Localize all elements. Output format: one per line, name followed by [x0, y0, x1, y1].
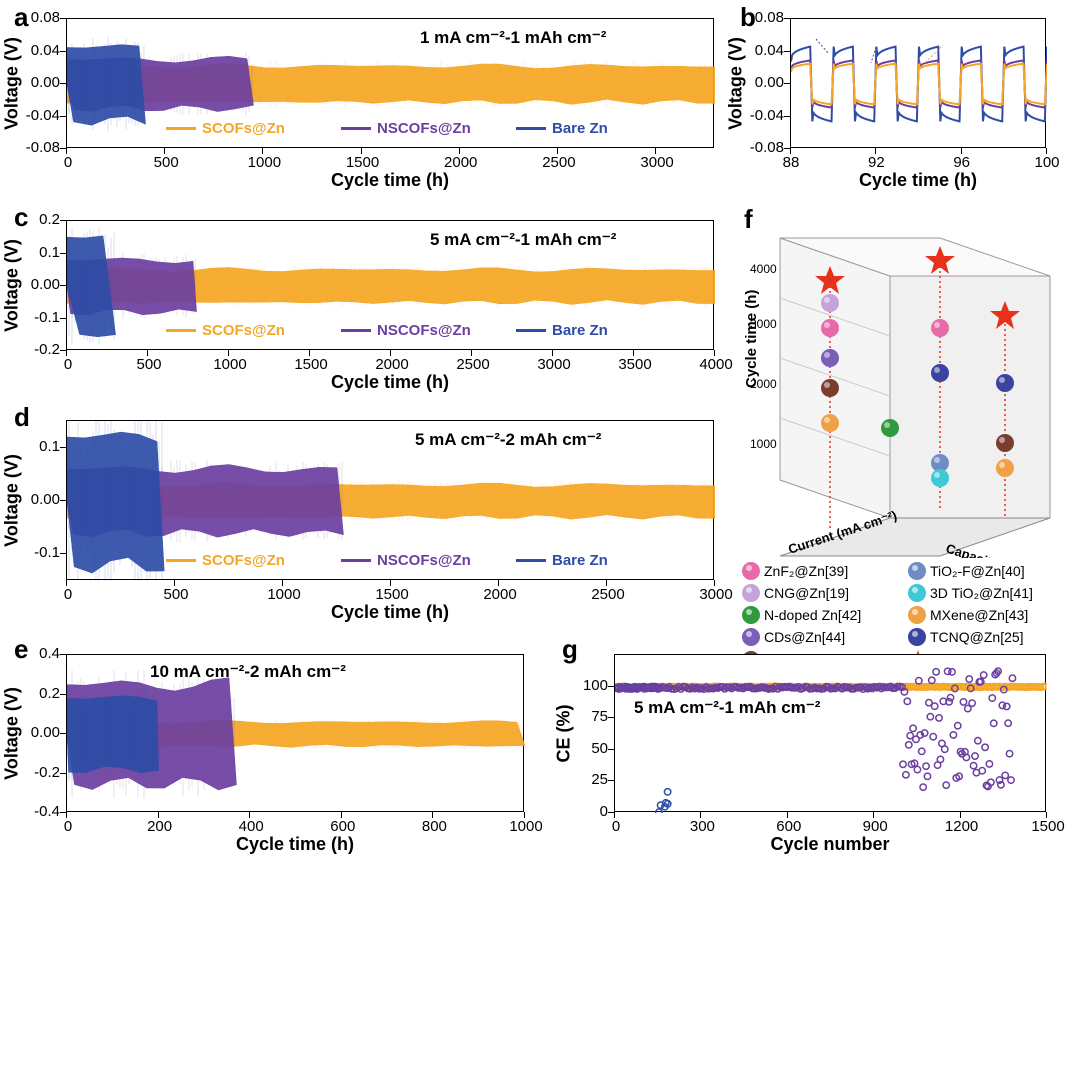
- panel-f-3d-plot: 1000 2000 3000 4000 Cycle time (h) Curre…: [740, 218, 1065, 558]
- svg-text:1000: 1000: [750, 437, 777, 451]
- svg-text:4000: 4000: [750, 262, 777, 276]
- legend-cds: CDs@Zn[44]: [742, 628, 902, 646]
- legend-cng: CNG@Zn[19]: [742, 584, 902, 602]
- svg-text:Cycle time (h): Cycle time (h): [743, 290, 760, 388]
- legend-tio2f: TiO₂-F@Zn[40]: [908, 562, 1068, 580]
- legend-ndoped: N-doped Zn[42]: [742, 606, 902, 624]
- legend-tcnq: TCNQ@Zn[25]: [908, 628, 1068, 646]
- panel-d-label: d: [14, 402, 30, 433]
- legend-3dtio2: 3D TiO₂@Zn[41]: [908, 584, 1068, 602]
- legend-mxene: MXene@Zn[43]: [908, 606, 1068, 624]
- panel-g-label: g: [562, 634, 578, 665]
- legend-znf2: ZnF₂@Zn[39]: [742, 562, 902, 580]
